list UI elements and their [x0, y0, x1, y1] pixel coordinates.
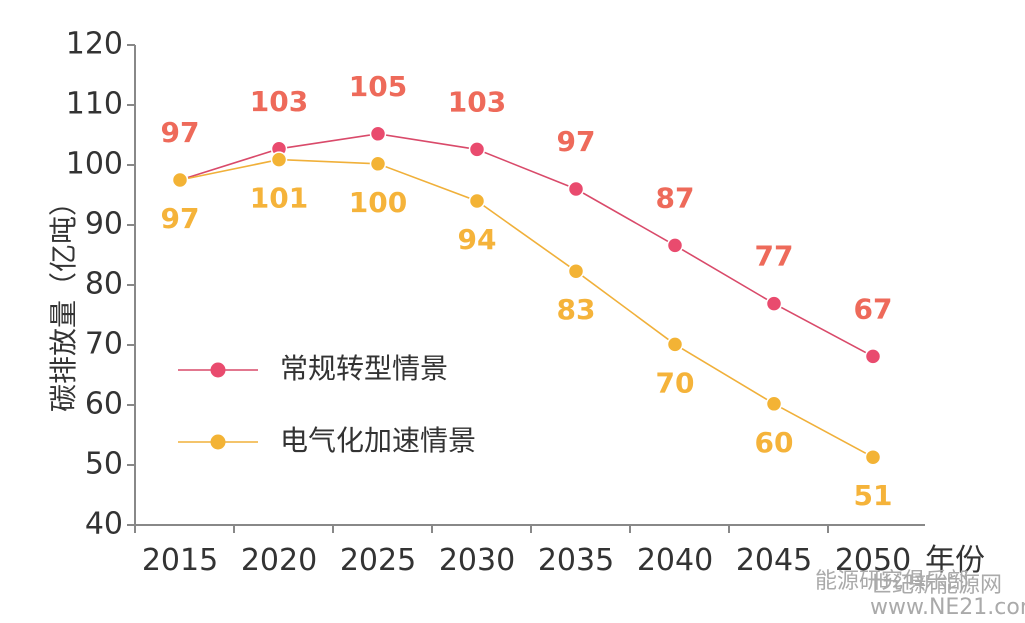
y-tick-label: 120: [66, 27, 123, 62]
data-labels-layer: 97 103 105 103 97 87 77 67 97 101 100 94 83 70 60 51: [161, 70, 893, 512]
data-point: [468, 141, 486, 158]
x-tick-label: 2045: [736, 543, 812, 578]
legend-marker: [210, 434, 226, 450]
data-label: 100: [349, 186, 407, 219]
watermark-line1: 能源研究俱乐部: [815, 569, 969, 594]
data-point: [270, 151, 288, 168]
x-tick-label: 2050: [835, 543, 911, 578]
y-tick-label: 110: [66, 87, 123, 122]
y-tick-label: 50: [85, 447, 123, 482]
data-point: [567, 180, 585, 198]
data-label: 103: [250, 85, 308, 118]
y-tick-label: 40: [85, 507, 123, 542]
x-tick-label: 2035: [538, 543, 614, 578]
watermark-line3: www.NE21.com: [870, 595, 1025, 620]
series-line-1: [179, 132, 874, 358]
data-label: 77: [755, 240, 794, 273]
data-point: [666, 237, 684, 254]
data-label: 105: [349, 70, 407, 103]
data-point: [567, 262, 585, 280]
x-tick-label: 2040: [637, 543, 713, 578]
data-label: 103: [448, 85, 506, 118]
axes: 40 50 60 70 80 90 100 110 120 2015 2020 2025 2030 203…: [66, 27, 925, 578]
series-line-2: [179, 158, 874, 458]
x-tick-label: 2030: [439, 543, 515, 578]
data-label: 51: [854, 479, 893, 512]
legend-marker: [210, 362, 226, 378]
y-tick-label: 60: [85, 387, 123, 422]
x-tick-label: 2015: [142, 543, 218, 578]
data-point: [864, 348, 882, 365]
data-point: [468, 192, 486, 210]
y-axis-label: 碳排放量（亿吨）: [47, 188, 80, 412]
y-tick-label: 90: [85, 207, 123, 242]
data-label: 101: [250, 182, 308, 215]
data-label: 97: [161, 202, 200, 235]
data-point: [864, 448, 882, 466]
data-point: [369, 125, 387, 143]
data-label: 67: [854, 292, 893, 325]
data-point: [666, 336, 684, 353]
legend-label: 常规转型情景: [280, 352, 448, 385]
series-layer: [171, 125, 882, 466]
watermark: 能源研究俱乐部 世纪新能源网 www.NE21.com: [815, 569, 1025, 620]
y-tick-label: 100: [66, 147, 123, 182]
data-label: 87: [656, 181, 695, 214]
data-label: 97: [557, 125, 596, 158]
watermark-line2: 世纪新能源网: [870, 573, 1002, 598]
x-axis-label: 年份: [925, 543, 985, 578]
data-label: 83: [557, 293, 596, 326]
x-tick-label: 2020: [241, 543, 317, 578]
legend-label: 电气化加速情景: [280, 424, 476, 457]
data-point: [765, 295, 783, 312]
y-tick-label: 80: [85, 267, 123, 302]
data-point: [765, 395, 783, 413]
data-label: 97: [161, 116, 200, 149]
data-label: 94: [458, 223, 497, 256]
data-point: [171, 171, 189, 189]
y-tick-label: 70: [85, 327, 123, 362]
data-label: 60: [755, 426, 794, 459]
data-label: 70: [656, 366, 695, 399]
x-tick-label: 2025: [340, 543, 416, 578]
data-point: [369, 155, 387, 173]
